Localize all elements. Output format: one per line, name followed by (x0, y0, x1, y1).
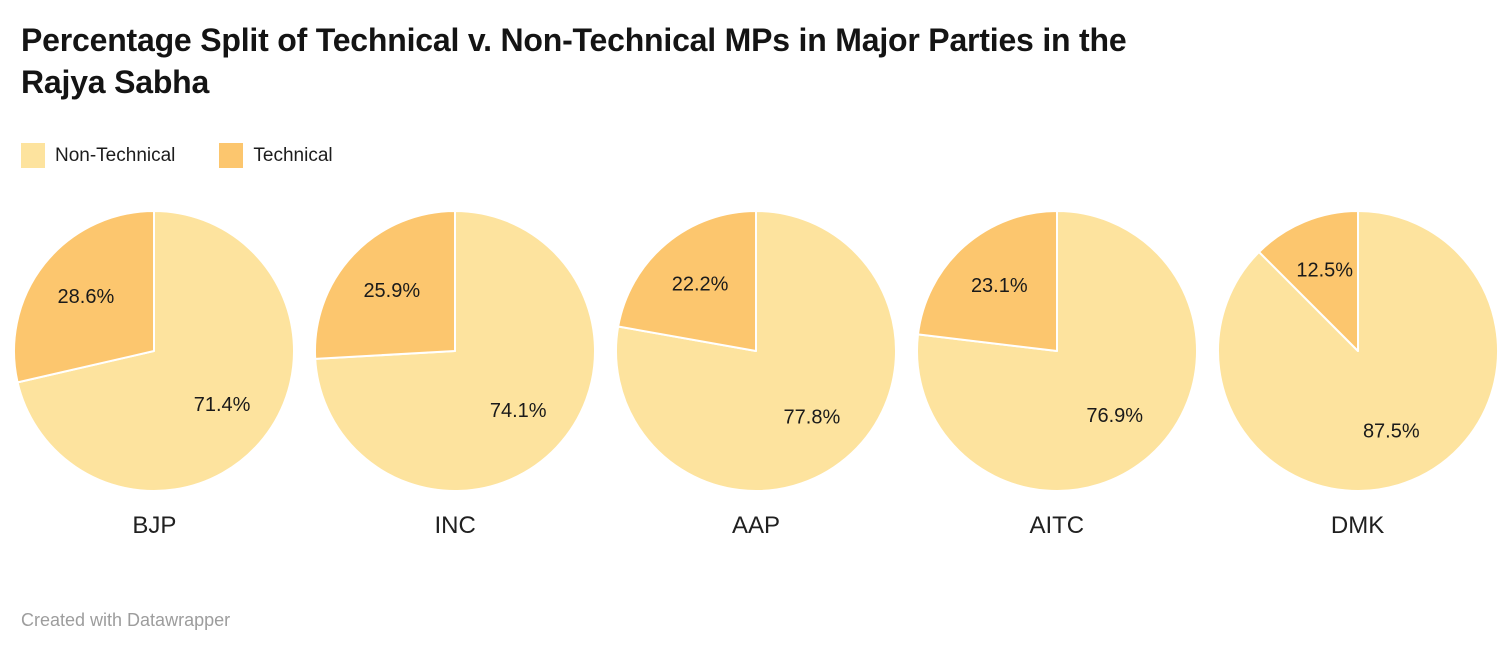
pie-slice-technical[interactable] (1257, 210, 1359, 353)
datawrapper-attribution-link[interactable]: Created with Datawrapper (21, 610, 231, 630)
slice-label-non-technical: 76.9% (1086, 405, 1143, 427)
slice-label-non-technical: 71.4% (194, 394, 251, 416)
chart-footer: Created with Datawrapper (21, 610, 230, 631)
pie-charts-row: 71.4% 28.6% BJP 74.1% 25.9% INC 77.8% 22.2% AAP 7… (0, 206, 1512, 540)
pie-category-label: INC (434, 512, 476, 540)
legend-swatch-icon (219, 143, 244, 169)
pie-figure-bjp: 71.4% 28.6% BJP (4, 206, 305, 540)
pie-chart-aap: 77.8% 22.2% (615, 210, 897, 493)
slice-label-technical: 28.6% (58, 286, 115, 308)
pie-slice-technical[interactable] (13, 210, 156, 384)
pie-category-label: BJP (132, 512, 177, 540)
legend-swatch-icon (21, 143, 45, 169)
legend-item-non-technical: Non-Technical (21, 143, 176, 169)
page-title-line-1: Percentage Split of Technical v. Non-Tec… (21, 22, 1127, 58)
pie-slice-non-technical[interactable] (915, 210, 1198, 493)
legend-item-technical: Technical (219, 143, 333, 169)
legend-item-label: Technical (253, 144, 333, 166)
pie-slice-technical[interactable] (617, 210, 757, 353)
slice-label-non-technical: 74.1% (490, 400, 547, 422)
slice-label-technical: 22.2% (672, 273, 729, 295)
pie-figure-inc: 74.1% 25.9% INC (305, 206, 606, 540)
pie-figure-dmk: 87.5% 12.5% DMK (1207, 206, 1508, 540)
pie-category-label: DMK (1330, 512, 1385, 540)
slice-label-technical: 25.9% (364, 280, 421, 302)
pie-figure-aap: 77.8% 22.2% AAP (606, 206, 907, 540)
legend: Non-Technical Technical (21, 143, 1512, 169)
pie-slice-technical[interactable] (916, 210, 1058, 353)
pie-category-label: AITC (1029, 512, 1085, 540)
slice-label-technical: 23.1% (971, 275, 1028, 297)
chart-header: Percentage Split of Technical v. Non-Tec… (0, 0, 1512, 103)
legend-item-label: Non-Technical (55, 144, 176, 166)
pie-slice-non-technical[interactable] (16, 210, 296, 493)
pie-slice-technical[interactable] (314, 210, 457, 361)
pie-chart-aitc: 76.9% 23.1% (915, 210, 1198, 493)
page-title-line-2: Rajya Sabha (21, 63, 210, 100)
page-title: Percentage Split of Technical v. Non-Tec… (21, 20, 1491, 103)
pie-chart-bjp: 71.4% 28.6% (13, 210, 296, 493)
slice-label-technical: 12.5% (1296, 260, 1353, 282)
slice-label-non-technical: 87.5% (1363, 421, 1420, 443)
pie-figure-aitc: 76.9% 23.1% AITC (906, 206, 1207, 540)
pie-category-label: AAP (731, 512, 780, 540)
slice-label-non-technical: 77.8% (784, 407, 841, 429)
pie-chart-inc: 74.1% 25.9% (314, 210, 597, 493)
pie-chart-dmk: 87.5% 12.5% (1216, 210, 1499, 493)
